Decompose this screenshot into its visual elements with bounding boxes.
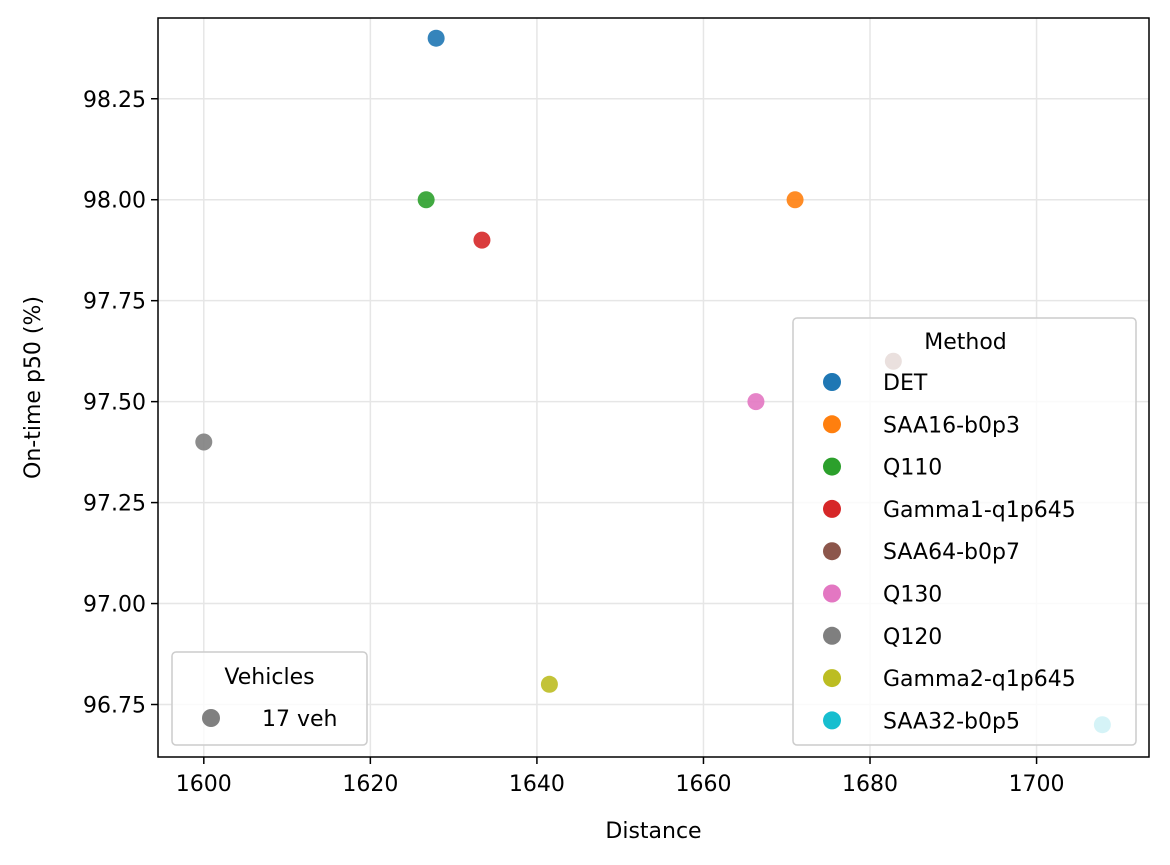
x-tick-label: 1680 [842, 772, 898, 797]
plot-frame [157, 17, 1150, 758]
legend-method-marker [823, 457, 841, 476]
legend-method-marker [823, 499, 841, 518]
x-tick-label: 1700 [1009, 772, 1065, 797]
data-point [417, 191, 435, 209]
legend-method-marker [823, 626, 841, 645]
legend-method-entries: DET SAA16-b0p3 Q110 Gamma1-q1p645 SAA64-b0p7… [823, 371, 1076, 734]
legend-method-label: SAA32-b0p5 [883, 709, 1020, 734]
legend-method-marker [823, 542, 841, 561]
y-axis-title: On-time p50 (%) [21, 296, 46, 479]
y-tick-label: 97.75 [83, 290, 146, 315]
y-axis-ticks: 96.75 97.00 97.25 97.50 97.75 98.00 98.25 [83, 88, 158, 719]
data-point [747, 393, 765, 411]
legend-method-box [792, 317, 1137, 746]
legend-method-label: SAA64-b0p7 [883, 540, 1020, 565]
x-axis-ticks: 1600 1620 1640 1660 1680 1700 [176, 757, 1065, 797]
y-tick-label: 97.50 [83, 391, 146, 416]
legend-method-marker [823, 415, 841, 434]
legend-method-label: DET [883, 371, 928, 396]
legend-vehicles-title: Vehicles [224, 665, 314, 690]
x-tick-label: 1640 [509, 772, 565, 797]
y-tick-label: 98.00 [83, 189, 146, 214]
legend-method-label: Q110 [883, 456, 942, 481]
legend-method-marker [823, 669, 841, 688]
data-point [195, 433, 213, 451]
data-point [540, 675, 558, 693]
legend-method-marker [823, 711, 841, 730]
legend-vehicles-box [171, 651, 368, 746]
legend-method-marker [823, 584, 841, 603]
data-point [473, 231, 491, 249]
legend-vehicles: Vehicles 17 veh [171, 651, 368, 746]
x-tick-label: 1600 [176, 772, 232, 797]
x-tick-label: 1660 [675, 772, 731, 797]
legend-method-label: Q120 [883, 625, 942, 650]
legend-vehicles-marker [202, 709, 220, 727]
x-axis-title: Distance [605, 819, 701, 844]
legend-method-label: SAA16-b0p3 [883, 413, 1020, 438]
y-tick-label: 97.00 [83, 593, 146, 618]
legend-method: Method DET SAA16-b0p3 Q110 Gamma1-q1p645 SAA… [792, 317, 1137, 746]
legend-method-label: Q130 [883, 583, 942, 608]
legend-method-label: Gamma1-q1p645 [883, 498, 1076, 523]
legend-method-marker [823, 373, 841, 391]
data-point [786, 191, 804, 209]
data-points [195, 29, 1111, 734]
y-tick-label: 96.75 [83, 694, 146, 719]
x-tick-label: 1620 [342, 772, 398, 797]
legend-vehicles-label: 17 veh [262, 707, 338, 732]
legend-method-title: Method [924, 330, 1007, 355]
y-tick-label: 97.25 [83, 492, 146, 517]
data-point [427, 29, 445, 47]
y-tick-label: 98.25 [83, 88, 146, 113]
legend-method-label: Gamma2-q1p645 [883, 667, 1076, 692]
